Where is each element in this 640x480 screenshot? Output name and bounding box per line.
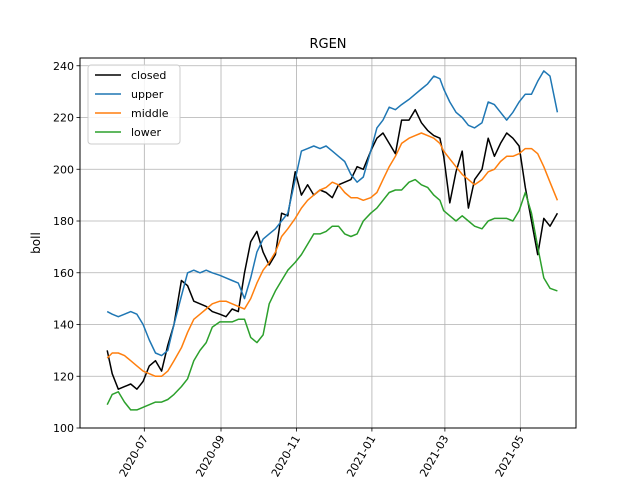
legend-label-closed: closed — [131, 69, 166, 82]
y-tick-label: 240 — [53, 60, 74, 73]
y-tick-label: 200 — [53, 163, 74, 176]
series-line-lower — [106, 178, 558, 411]
legend-label-middle: middle — [131, 107, 169, 120]
chart-title: RGEN — [309, 37, 346, 52]
y-tick-label: 140 — [53, 319, 74, 332]
y-tick-label: 180 — [53, 215, 74, 228]
series-line-middle — [106, 132, 559, 378]
legend-label-lower: lower — [131, 126, 162, 139]
series-line-upper — [106, 70, 559, 357]
y-axis-label: boll — [29, 232, 43, 254]
y-tick-label: 100 — [53, 422, 74, 435]
series-line-closed — [106, 108, 559, 390]
y-tick-label: 160 — [53, 267, 74, 280]
legend-label-upper: upper — [131, 88, 164, 101]
plot-frame — [79, 57, 577, 429]
y-tick-label: 220 — [53, 112, 74, 125]
legend: closed upper middle lower — [87, 64, 181, 145]
y-tick-label: 120 — [53, 370, 74, 383]
legend-box — [87, 64, 181, 145]
series-layer — [106, 70, 559, 411]
